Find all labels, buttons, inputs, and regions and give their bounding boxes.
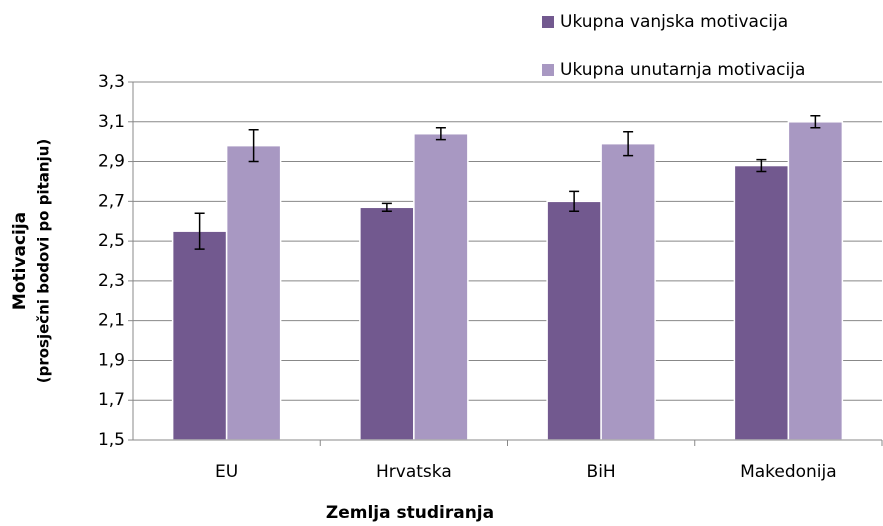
error-bar (435, 126, 446, 141)
y-tick-label: 2,3 (98, 271, 125, 291)
y-tick-label: 2,9 (98, 152, 125, 172)
bar (171, 230, 228, 441)
legend-swatch (542, 64, 554, 76)
y-tick-label: 3,3 (98, 72, 125, 92)
bar (546, 200, 602, 441)
y-tick-label: 2,7 (98, 191, 125, 211)
legend-label: Ukupna vanjska motivacija (560, 12, 788, 32)
y-axis-label: Motivacija (10, 212, 30, 310)
y-tick-label: 1,5 (98, 430, 125, 450)
x-tick-label: Hrvatska (376, 462, 452, 482)
error-bar (194, 212, 205, 250)
x-tick-label: EU (215, 462, 238, 482)
legend-label: Ukupna unutarnja motivacija (560, 60, 805, 80)
bar (600, 142, 656, 441)
error-bar (381, 202, 392, 213)
y-tick-label: 2,1 (98, 311, 125, 331)
y-tick-label: 1,7 (98, 390, 125, 410)
y-tick-label: 3,1 (98, 112, 125, 132)
error-bar (248, 128, 259, 163)
y-tick-label: 1,9 (98, 350, 125, 370)
x-tick-label: Makedonija (740, 462, 837, 482)
error-bar (756, 158, 767, 173)
bar (413, 132, 469, 441)
error-bar (569, 190, 580, 213)
legend-swatch (542, 16, 554, 28)
bar (787, 121, 844, 441)
error-bar (623, 130, 634, 157)
bar (733, 164, 790, 441)
error-bar (810, 115, 821, 129)
y-tick-label: 2,5 (98, 231, 125, 251)
bar (225, 144, 282, 441)
bar (359, 206, 415, 441)
y-axis-label: (prosječni bodovi po pitanju) (35, 139, 53, 384)
x-tick-label: BiH (587, 462, 616, 482)
x-axis-label: Zemlja studiranja (326, 503, 494, 523)
